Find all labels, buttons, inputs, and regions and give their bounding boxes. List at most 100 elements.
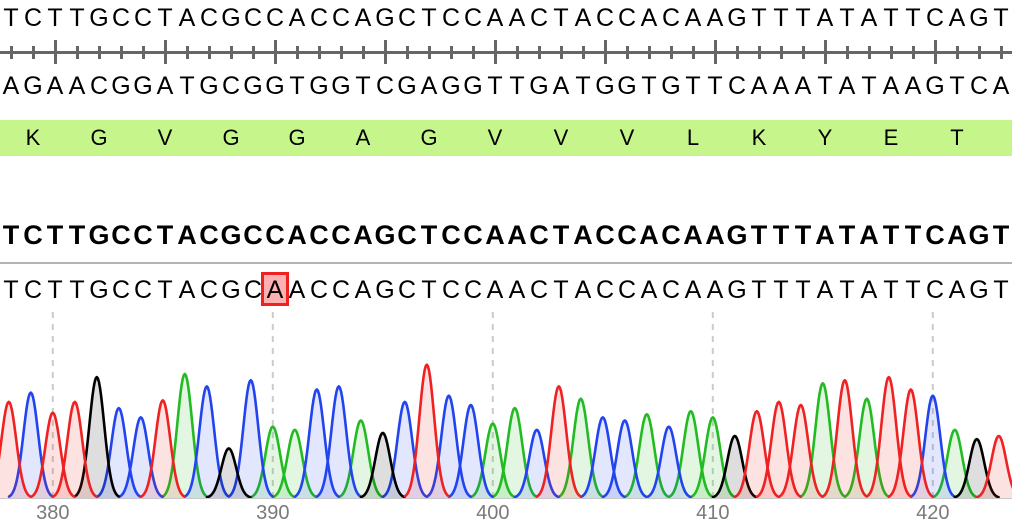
sequence-base: C <box>441 4 461 32</box>
amino-acid-residue: E <box>883 125 899 150</box>
sequence-base: C <box>23 276 43 304</box>
sequence-base: G <box>726 220 748 250</box>
sequence-base: T <box>795 4 811 32</box>
sequence-base: T <box>882 220 900 250</box>
sequence-base: C <box>925 276 945 304</box>
consensus-reference-sequence[interactable]: T C T T GCC T ACGCCACCAGC T CCAAC T ACCACAAG T T T A T A… <box>0 213 1012 257</box>
sequence-base: C <box>221 72 241 100</box>
trace-peak-line-A <box>337 419 384 499</box>
trace-peak-line-A <box>557 397 604 498</box>
trace-peak-line-A <box>161 372 208 498</box>
sequence-base: A <box>683 220 703 250</box>
trace-peak-line-C <box>513 428 560 499</box>
sequence-base: T <box>883 276 899 304</box>
sequence-base: G <box>111 72 131 100</box>
sequence-base: C <box>617 276 637 304</box>
trace-peak-fill-C <box>449 405 493 498</box>
sequence-base: A <box>486 4 504 32</box>
sequence-base: G <box>199 72 219 100</box>
sequence-base: A <box>508 276 526 304</box>
sequence-base: C <box>111 4 131 32</box>
ruler-tick-minor <box>801 46 805 59</box>
trace-peak-fill-T <box>735 411 779 498</box>
sequence-base: A <box>838 72 856 100</box>
sequence-base: C <box>441 276 461 304</box>
ruler-tick-minor <box>999 46 1003 59</box>
trace-peak-fill-C <box>119 417 163 498</box>
ruler-tick-minor <box>295 46 299 59</box>
sequence-base: G <box>441 72 461 100</box>
sequence-base: T <box>421 4 437 32</box>
trace-peak-line-G <box>73 375 120 498</box>
trace-peak-line-C <box>645 425 692 499</box>
variant-highlight-box[interactable] <box>261 272 289 306</box>
sequence-base: G <box>374 220 396 250</box>
sequence-base: G <box>133 72 153 100</box>
ruler-tick-major <box>823 40 827 64</box>
sequence-base: G <box>220 220 242 250</box>
sequence-base: T <box>751 4 767 32</box>
sequence-base: T <box>641 72 657 100</box>
ruler-tick-minor <box>845 46 849 59</box>
ruler-tick-minor <box>405 46 409 59</box>
ruler-tick-minor <box>317 46 321 59</box>
ruler-tick-major <box>603 40 607 64</box>
sequence-base: C <box>661 4 681 32</box>
sequence-base: C <box>441 220 461 250</box>
sequence-base: A <box>178 4 196 32</box>
sequence-base: G <box>243 72 263 100</box>
base-ruler <box>0 40 1012 64</box>
sequence-base: A <box>2 72 20 100</box>
sequence-base: C <box>133 4 153 32</box>
ruler-tick-minor <box>185 46 189 59</box>
trace-peak-fill-C <box>185 386 229 498</box>
ruler-tick-minor <box>955 46 959 59</box>
sequence-base: T <box>773 4 789 32</box>
sequence-base: T <box>157 4 173 32</box>
sequence-base: A <box>860 4 878 32</box>
chromatogram-trace[interactable] <box>0 312 1012 500</box>
ruler-tick-minor <box>735 46 739 59</box>
amino-acid-residue: G <box>222 125 240 150</box>
trace-peak-line-C <box>315 385 362 498</box>
sequence-base: C <box>463 220 483 250</box>
ruler-tick-major <box>163 40 167 64</box>
sequence-base: T <box>3 4 19 32</box>
sequence-base: T <box>838 220 856 250</box>
sequence-base: A <box>178 276 196 304</box>
ruler-tick-minor <box>537 46 541 59</box>
amino-acid-residue: V <box>619 125 635 150</box>
ruler-tick-minor <box>251 46 255 59</box>
sequence-base: A <box>46 72 64 100</box>
sequence-base: G <box>89 276 109 304</box>
ruler-tick-major <box>383 40 387 64</box>
trace-peak-fill-A <box>273 429 317 498</box>
ruler-tick-minor <box>691 46 695 59</box>
variant-base: A <box>266 276 284 304</box>
sequence-base: T <box>751 276 767 304</box>
sequence-base: C <box>617 220 637 250</box>
ruler-tick-minor <box>647 46 651 59</box>
sequence-base: C <box>727 72 747 100</box>
amino-acid-residue: G <box>288 125 306 150</box>
trace-peak-line-T <box>733 409 780 499</box>
trace-peak-fill-C <box>647 426 691 498</box>
sequence-base: A <box>177 220 197 250</box>
trace-peak-line-T <box>865 375 912 498</box>
axis-tick-label: 380 <box>36 502 70 524</box>
sequence-base: G <box>397 72 417 100</box>
sequence-base: T <box>992 220 1010 250</box>
sequence-base: C <box>595 4 615 32</box>
sequence-base: C <box>23 4 43 32</box>
sequence-base: A <box>353 220 373 250</box>
sequence-base: C <box>331 220 351 250</box>
ruler-axis-line <box>0 51 1012 54</box>
axis-tick-label: 410 <box>696 502 730 524</box>
trace-peak-line-T <box>887 388 934 498</box>
sequence-base: A <box>705 220 725 250</box>
sequence-base: T <box>47 276 63 304</box>
